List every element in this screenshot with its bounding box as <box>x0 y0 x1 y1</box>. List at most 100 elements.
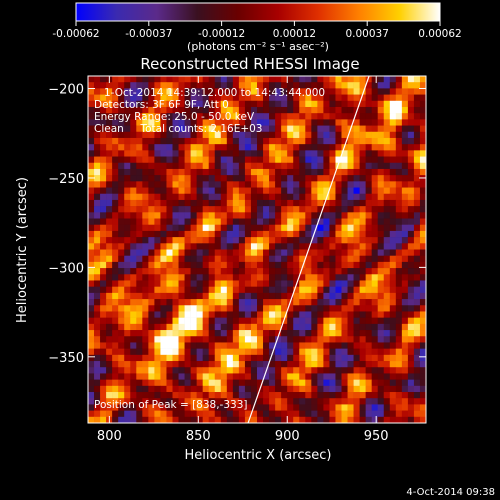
heatmap-cell <box>299 131 306 139</box>
heatmap-cell <box>329 367 336 374</box>
heatmap-cell <box>154 292 161 300</box>
heatmap-cell <box>335 392 342 399</box>
heatmap-cell <box>124 342 131 349</box>
heatmap-cell <box>383 168 391 176</box>
heatmap-cell <box>214 330 222 337</box>
heatmap-cell <box>281 162 288 170</box>
heatmap-cell <box>172 137 179 145</box>
heatmap-cell <box>214 311 222 318</box>
heatmap-cell <box>413 76 421 83</box>
heatmap-cell <box>106 206 113 213</box>
heatmap-cell <box>220 404 228 411</box>
heatmap-cell <box>311 348 318 356</box>
heatmap-cell <box>142 243 149 250</box>
heatmap-cell <box>257 286 264 294</box>
heatmap-cell <box>407 144 415 151</box>
heatmap-cell <box>377 268 385 275</box>
heatmap-cell <box>184 274 191 281</box>
heatmap-cell <box>275 156 282 164</box>
heatmap-cell <box>202 354 210 362</box>
heatmap-cell <box>281 88 288 95</box>
heatmap-cell <box>202 348 210 356</box>
heatmap-cell <box>317 317 324 325</box>
heatmap-cell <box>299 76 306 83</box>
heatmap-cell <box>389 162 397 170</box>
heatmap-cell <box>178 76 185 83</box>
heatmap-cell <box>305 311 312 318</box>
heatmap-cell <box>190 311 197 318</box>
heatmap-cell <box>166 311 173 318</box>
heatmap-cell <box>257 212 264 219</box>
heatmap-cell <box>311 410 318 418</box>
heatmap-cell <box>317 243 324 250</box>
heatmap-cell <box>226 398 234 405</box>
heatmap-cell <box>118 398 125 405</box>
heatmap-cell <box>172 76 179 83</box>
heatmap-cell <box>112 224 119 232</box>
heatmap-cell <box>202 255 210 263</box>
heatmap-cell <box>377 237 385 244</box>
heatmap-cell <box>142 218 149 226</box>
heatmap-cell <box>220 224 228 232</box>
heatmap-cell <box>371 113 379 120</box>
heatmap-cell <box>365 280 372 287</box>
heatmap-cell <box>130 106 137 114</box>
heatmap-cell <box>323 292 330 300</box>
heatmap-cell <box>130 385 137 393</box>
heatmap-cell <box>88 193 95 201</box>
heatmap-cell <box>196 398 203 405</box>
heatmap-cell <box>335 311 342 318</box>
heatmap-cell <box>130 379 137 387</box>
heatmap-cell <box>359 317 366 325</box>
heatmap-cell <box>226 274 234 281</box>
heatmap-cell <box>124 113 131 120</box>
heatmap-cell <box>172 274 179 281</box>
heatmap-cell <box>238 268 246 275</box>
heatmap-cell <box>148 342 155 349</box>
heatmap-cell <box>172 175 179 182</box>
heatmap-cell <box>407 398 415 405</box>
heatmap-cell <box>413 373 421 380</box>
heatmap-cell <box>365 237 372 244</box>
heatmap-cell <box>353 367 360 374</box>
heatmap-cell <box>275 100 282 108</box>
heatmap-cell <box>377 286 385 294</box>
heatmap-cell <box>136 299 143 306</box>
heatmap-cell <box>202 261 210 269</box>
heatmap-cell <box>407 94 415 102</box>
heatmap-cell <box>293 410 300 418</box>
heatmap-cell <box>130 330 137 337</box>
heatmap-cell <box>383 137 391 145</box>
heatmap-cell <box>226 113 234 120</box>
heatmap-cell <box>94 361 101 368</box>
heatmap-cell <box>136 162 143 170</box>
heatmap-cell <box>196 317 203 325</box>
heatmap-cell <box>214 100 222 108</box>
heatmap-cell <box>407 392 415 399</box>
heatmap-cell <box>208 410 216 418</box>
heatmap-cell <box>395 212 403 219</box>
y-tick-label: −350 <box>48 351 84 366</box>
heatmap-cell <box>377 311 385 318</box>
heatmap-cell <box>190 323 197 331</box>
heatmap-cell <box>269 243 276 250</box>
heatmap-cell <box>94 367 101 374</box>
heatmap-cell <box>263 385 270 393</box>
heatmap-cell <box>389 410 397 418</box>
heatmap-cell <box>287 212 294 219</box>
heatmap-cell <box>148 100 155 108</box>
heatmap-cell <box>377 175 385 182</box>
heatmap-cell <box>106 131 113 139</box>
heatmap-cell <box>178 150 185 157</box>
heatmap-cell <box>88 94 95 102</box>
heatmap-cell <box>305 410 312 418</box>
heatmap-cell <box>401 187 409 195</box>
heatmap-cell <box>371 385 379 393</box>
heatmap-cell <box>377 373 385 380</box>
heatmap-cell <box>341 156 348 164</box>
heatmap-cell <box>118 379 125 387</box>
heatmap-cell <box>136 243 143 250</box>
heatmap-cell <box>329 255 336 263</box>
heatmap-cell <box>238 323 246 331</box>
heatmap-cell <box>335 76 342 83</box>
